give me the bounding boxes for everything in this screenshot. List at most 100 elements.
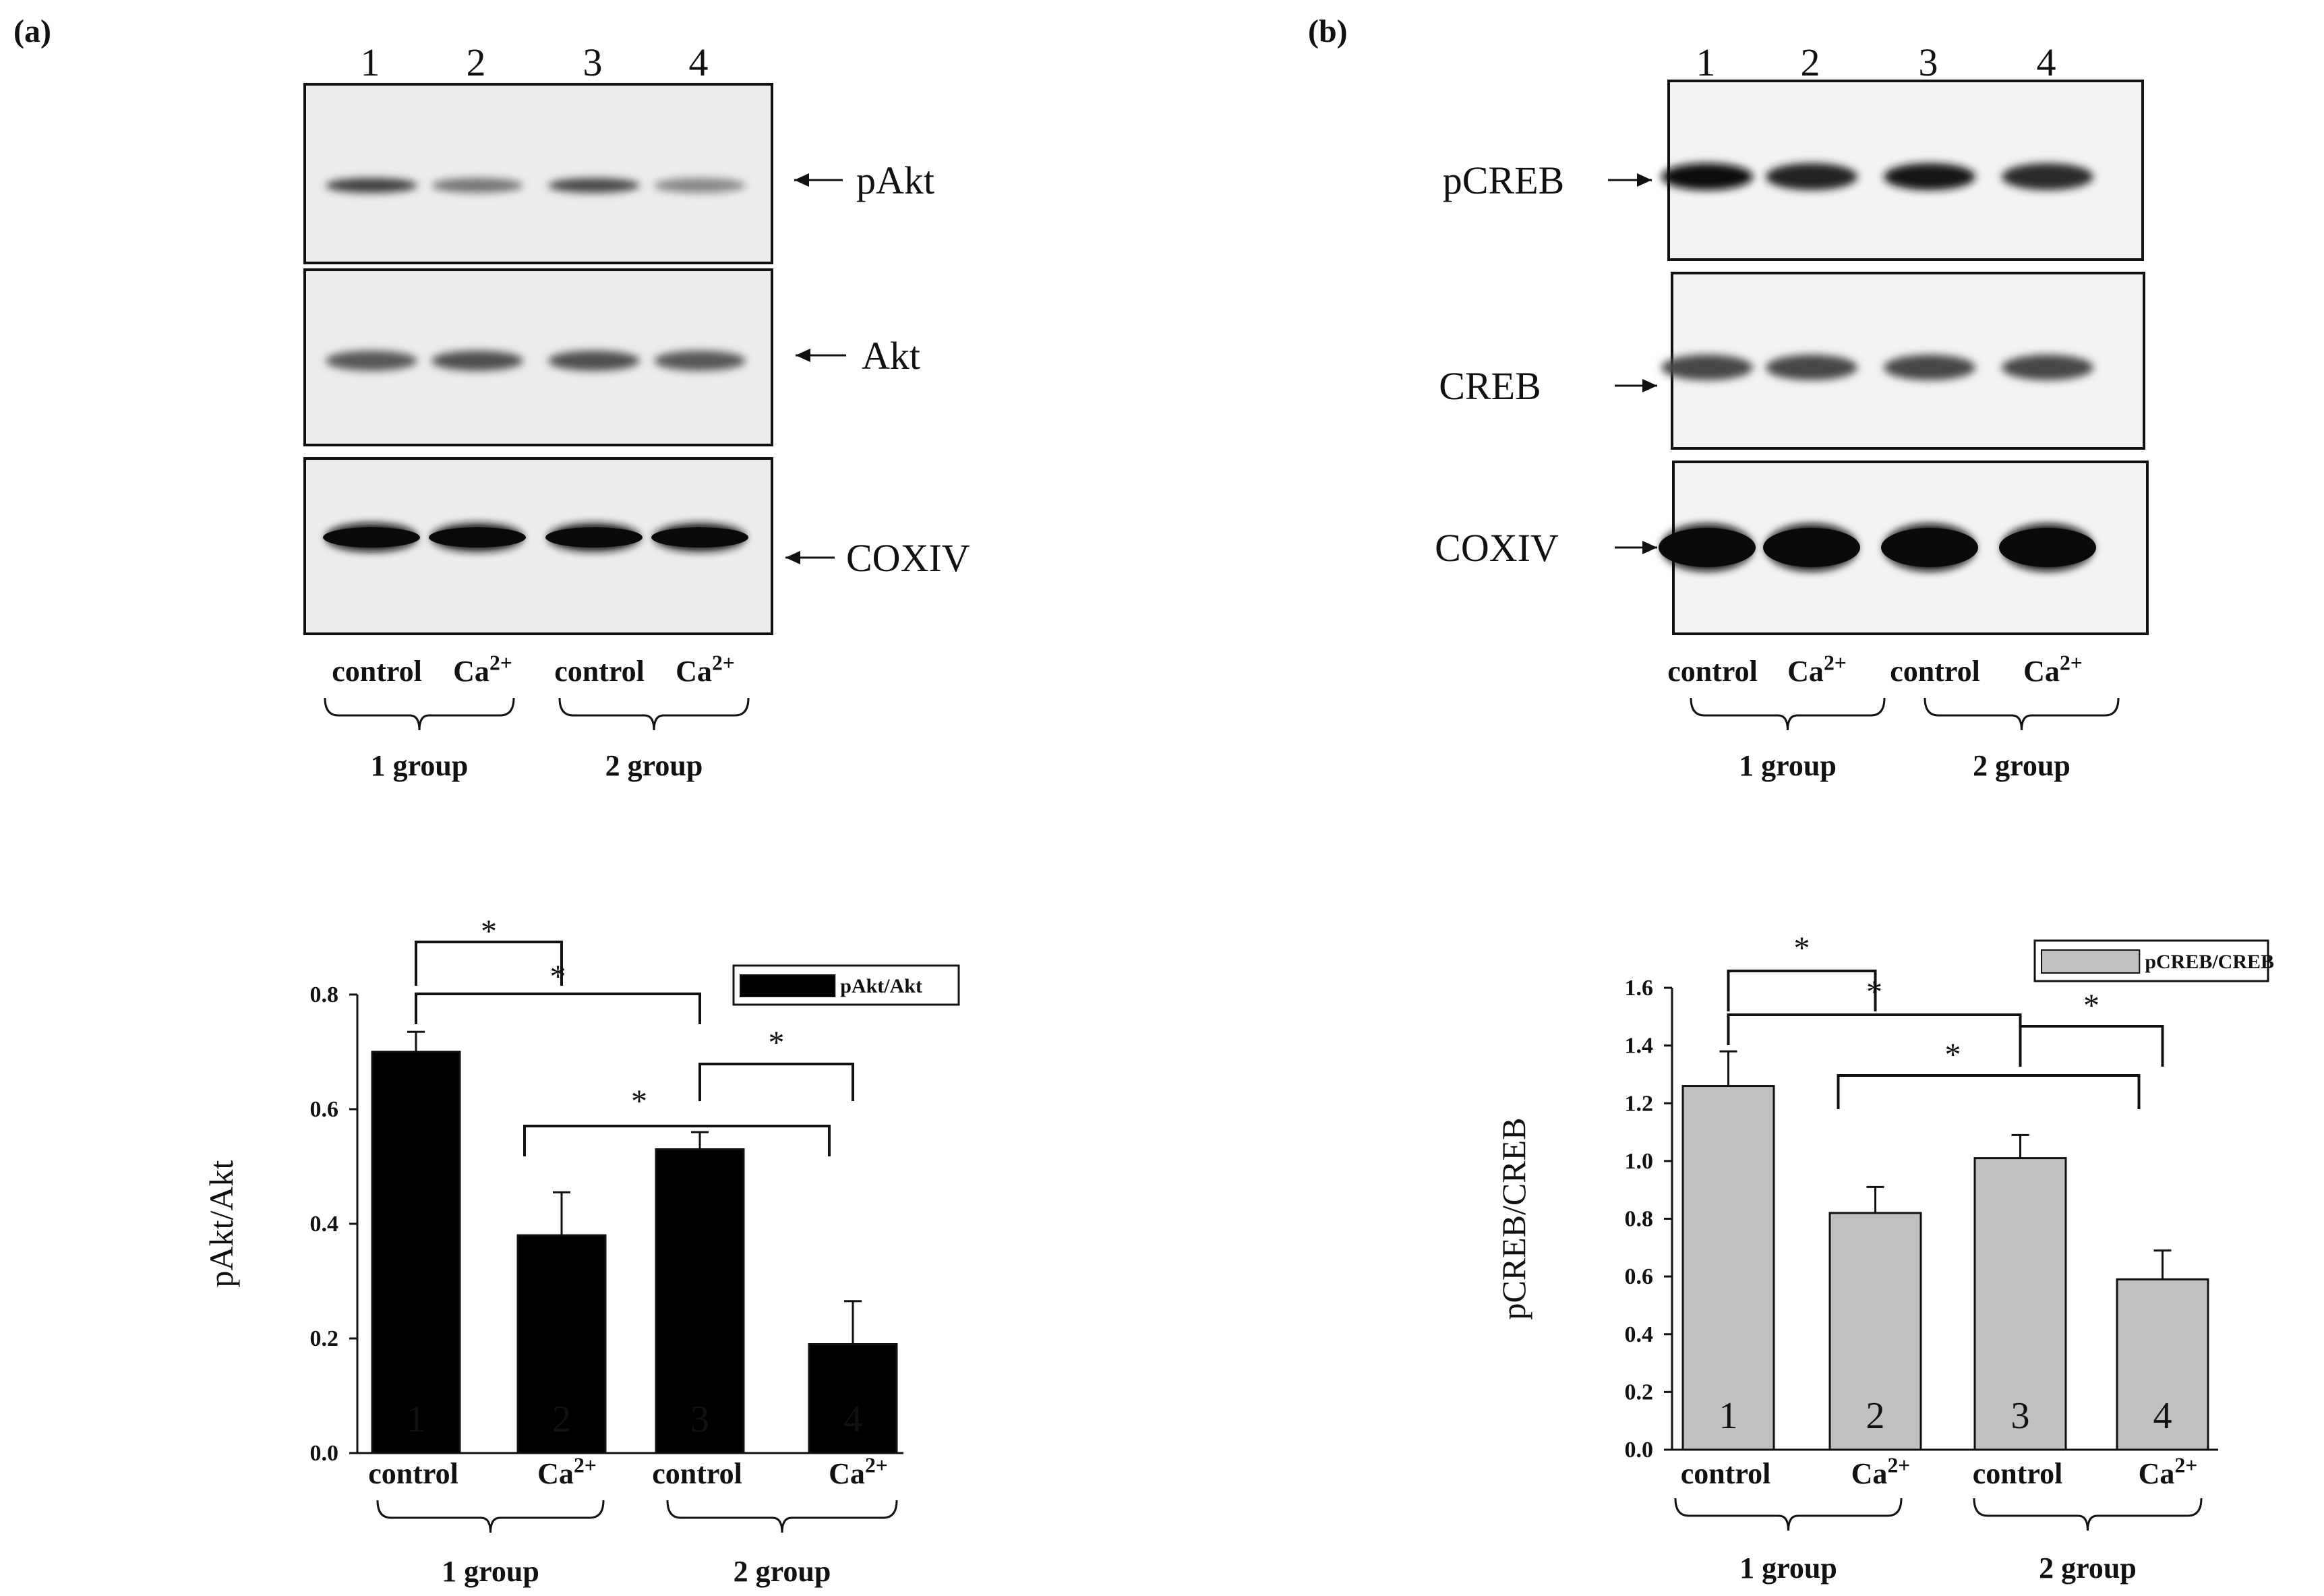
chart-0-y-tick-label: 0.4 bbox=[310, 1212, 339, 1237]
chart-1-y-tick-label: 1.4 bbox=[1625, 1034, 1654, 1059]
blot-0-band bbox=[326, 351, 417, 371]
chart-1-legend-label: pCREB/CREB bbox=[2145, 951, 2274, 973]
blot-0-lane-number: 2 bbox=[467, 40, 486, 84]
blot-0-condition-label: control bbox=[554, 655, 645, 688]
blot-1-condition-label: control bbox=[1890, 655, 1980, 688]
blot-0-band bbox=[326, 178, 417, 193]
blot-1-band bbox=[1661, 355, 1753, 380]
chart-1-legend-swatch bbox=[2041, 949, 2141, 974]
chart-0-bar bbox=[371, 1051, 461, 1454]
chart-0-y-tick-label: 0.8 bbox=[310, 982, 339, 1007]
chart-1-bar bbox=[1681, 1085, 1775, 1451]
chart-1-bar bbox=[1828, 1212, 1922, 1451]
chart-1-condition-label: Ca2+ bbox=[1851, 1453, 1911, 1490]
chart-1-bar-label: 2 bbox=[1866, 1395, 1885, 1437]
blot-1-condition-label: Ca2+ bbox=[1787, 651, 1847, 688]
blot-0-band bbox=[548, 351, 640, 371]
blot-0-lane-number: 4 bbox=[689, 40, 709, 84]
chart-0-condition-label: Ca2+ bbox=[537, 1453, 597, 1490]
blot-0-label-COXIV: COXIV bbox=[846, 536, 970, 580]
blot-1-band-core bbox=[1999, 528, 2096, 567]
blot-0-group-bracket bbox=[324, 697, 515, 731]
blot-0-lane-number: 1 bbox=[361, 40, 380, 84]
blot-1-condition-label: Ca2+ bbox=[2023, 651, 2083, 688]
chart-0-y-tick-label: 0.6 bbox=[310, 1097, 339, 1122]
blot-0-band-core bbox=[651, 527, 748, 548]
blot-1-arrow-COXIV-head bbox=[1642, 541, 1657, 554]
blot-1-group-bracket bbox=[1924, 697, 2120, 731]
blot-1-group-label: 1 group bbox=[1739, 749, 1837, 782]
chart-0-significance-bracket bbox=[415, 993, 701, 1024]
chart-1-y-axis-label: pCREB/CREB bbox=[1495, 1117, 1532, 1320]
blot-1-lane-number: 2 bbox=[1801, 40, 1820, 84]
chart-1-significance-star: * bbox=[2083, 988, 2099, 1024]
chart-0-condition-label: Ca2+ bbox=[829, 1453, 888, 1490]
chart-1-bar bbox=[2116, 1278, 2209, 1451]
chart-1-significance-bracket bbox=[2019, 1025, 2164, 1067]
chart-0-significance-bracket bbox=[698, 1063, 854, 1101]
chart-0-y-tick-label: 0.2 bbox=[310, 1326, 339, 1351]
panel-a-label: (a) bbox=[13, 13, 51, 49]
blot-1-band bbox=[1766, 163, 1857, 190]
blot-0-band bbox=[431, 351, 523, 371]
blot-0-arrow-Akt-head bbox=[796, 349, 810, 362]
chart-1-group-bracket bbox=[1973, 1498, 2203, 1531]
chart-1-group-label: 2 group bbox=[2039, 1551, 2137, 1585]
blot-0-band-core bbox=[429, 527, 526, 548]
chart-1-y-tick-label: 0.6 bbox=[1625, 1264, 1654, 1289]
blot-1-lane-number: 4 bbox=[2037, 40, 2056, 84]
chart-1-group-label: 1 group bbox=[1739, 1551, 1837, 1585]
blot-1-band-core bbox=[1659, 528, 1756, 567]
blot-1-band bbox=[1884, 355, 1975, 380]
blot-1-band bbox=[2002, 355, 2093, 380]
chart-1-condition-label: control bbox=[1973, 1457, 2063, 1490]
blot-1-band bbox=[1661, 163, 1753, 190]
chart-0-bar bbox=[516, 1234, 607, 1454]
blot-1-band bbox=[1766, 355, 1857, 380]
blot-0-band bbox=[548, 178, 640, 193]
blot-1-label-COXIV: COXIV bbox=[1435, 526, 1559, 570]
blot-1-arrow-CREB-head bbox=[1642, 379, 1657, 392]
blot-1-label-pCREB: pCREB bbox=[1443, 158, 1565, 202]
blot-0-membrane-pAkt bbox=[303, 83, 773, 264]
chart-0-bar bbox=[808, 1343, 898, 1454]
chart-0-significance-bracket bbox=[523, 1125, 831, 1156]
chart-1-y-tick-label: 0.2 bbox=[1625, 1380, 1654, 1405]
blot-1-group-bracket bbox=[1690, 697, 1886, 731]
blot-0-band bbox=[431, 178, 523, 193]
chart-0-bar-label: 3 bbox=[690, 1398, 709, 1440]
chart-0-legend-label: pAkt/Akt bbox=[840, 975, 922, 997]
blot-1-band-core bbox=[1763, 528, 1860, 567]
chart-1-y-tick-label: 1.6 bbox=[1625, 976, 1654, 1001]
chart-1-y-tick-label: 1.0 bbox=[1625, 1149, 1654, 1174]
panel-b-label: (b) bbox=[1308, 13, 1348, 49]
chart-0-y-axis-label: pAkt/Akt bbox=[202, 1160, 240, 1287]
chart-1-y-tick-label: 0.0 bbox=[1625, 1438, 1654, 1462]
chart-0-significance-star: * bbox=[769, 1025, 785, 1061]
chart-0-condition-label: control bbox=[368, 1457, 458, 1490]
blot-0-arrow-pAkt-head bbox=[794, 173, 809, 187]
chart-0-legend-swatch bbox=[740, 974, 836, 997]
chart-0-y-tick-label: 0.0 bbox=[310, 1441, 339, 1466]
chart-0-group-label: 1 group bbox=[442, 1555, 539, 1588]
blot-1-condition-label: control bbox=[1667, 655, 1758, 688]
chart-1-significance-star: * bbox=[1866, 974, 1882, 1010]
chart-0-condition-label: control bbox=[652, 1457, 742, 1490]
chart-1-y-tick-label: 0.8 bbox=[1625, 1207, 1654, 1232]
blot-0-label-Akt: Akt bbox=[862, 334, 920, 378]
chart-1-bar-label: 1 bbox=[1719, 1395, 1738, 1437]
chart-1-significance-star: * bbox=[1794, 930, 1810, 966]
blot-1-group-label: 2 group bbox=[1973, 749, 2070, 782]
blot-0-band bbox=[654, 351, 746, 371]
blot-1-band bbox=[1884, 163, 1975, 190]
blot-1-band-core bbox=[1881, 528, 1978, 567]
chart-1-y-tick-label: 1.2 bbox=[1625, 1091, 1654, 1116]
blot-0-condition-label: Ca2+ bbox=[676, 651, 735, 688]
chart-0-group-bracket bbox=[376, 1500, 605, 1533]
blot-0-group-label: 1 group bbox=[371, 749, 469, 782]
blot-0-band-core bbox=[323, 527, 420, 548]
blot-0-group-label: 2 group bbox=[605, 749, 703, 782]
blot-1-arrow-pCREB-head bbox=[1637, 173, 1652, 187]
blot-0-group-bracket bbox=[558, 697, 750, 731]
